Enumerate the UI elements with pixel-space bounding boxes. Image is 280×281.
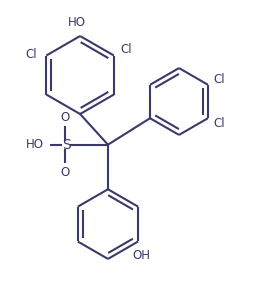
Text: Cl: Cl	[25, 48, 37, 61]
Text: O: O	[61, 110, 70, 124]
Text: Cl: Cl	[213, 73, 225, 86]
Text: S: S	[62, 138, 71, 152]
Text: Cl: Cl	[120, 44, 132, 56]
Text: O: O	[61, 166, 70, 179]
Text: Cl: Cl	[213, 117, 225, 130]
Text: HO: HO	[68, 16, 86, 29]
Text: HO: HO	[26, 138, 44, 151]
Text: OH: OH	[132, 249, 150, 262]
